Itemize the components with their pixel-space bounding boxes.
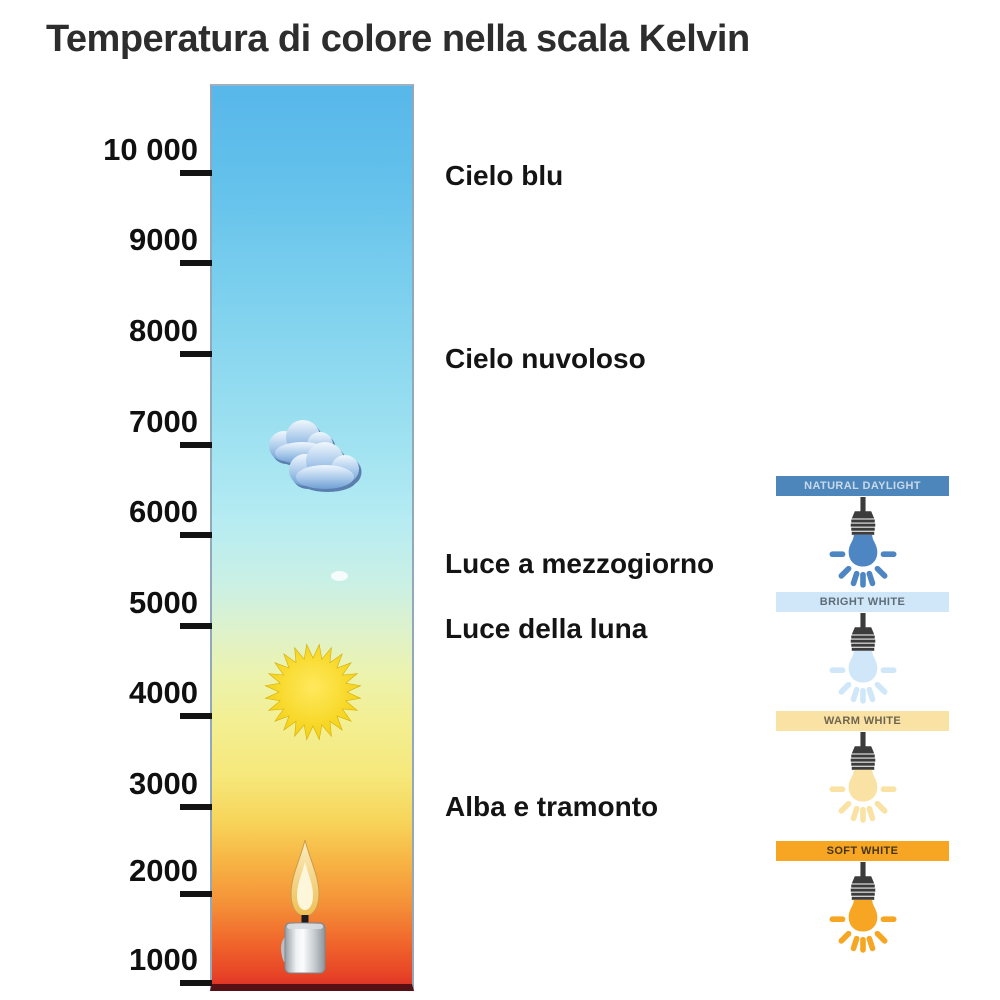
- candle-icon: [281, 839, 326, 974]
- scale-tick: [180, 170, 212, 176]
- cloud-front: [289, 442, 359, 489]
- scale-tick: [180, 260, 212, 266]
- bulb-panel-natural-daylight: NATURAL DAYLIGHT: [776, 476, 949, 589]
- page-title: Temperatura di colore nella scala Kelvin: [46, 18, 750, 60]
- scale-label-1000: 1000: [129, 942, 198, 977]
- sun-icon: [264, 643, 362, 741]
- candle-wick: [301, 915, 309, 924]
- candle-top-rim: [287, 924, 323, 929]
- scale-tick: [180, 351, 212, 357]
- bulb-rays: [829, 786, 896, 823]
- sun-star-shape: [264, 643, 362, 741]
- lightbulb-icon: [829, 497, 896, 588]
- scale-label-7000: 7000: [129, 404, 198, 439]
- lightbulb-icon: [829, 862, 896, 953]
- clouds-icon: [269, 420, 362, 492]
- scale-tick: [180, 713, 212, 719]
- kelvin-gradient-bar: [210, 84, 414, 991]
- annotation-cielo-nuvoloso: Cielo nuvoloso: [445, 343, 646, 374]
- scale-label-5000: 5000: [129, 585, 198, 620]
- panel-banner-label: WARM WHITE: [776, 711, 949, 731]
- annotation-luna: Luce della luna: [445, 613, 648, 644]
- bulb-panel-warm-white: WARM WHITE: [776, 711, 949, 824]
- candle-body: [284, 922, 326, 974]
- scale-tick: [180, 623, 212, 629]
- scale-label-4000: 4000: [129, 675, 198, 710]
- lightbulb-icon: [829, 613, 896, 704]
- bulb-rays: [829, 916, 896, 953]
- bulb-panel-soft-white: SOFT WHITE: [776, 841, 949, 954]
- panel-banner-label: NATURAL DAYLIGHT: [776, 476, 949, 496]
- moon-dot-icon: [331, 571, 348, 581]
- bulb-rays: [829, 551, 896, 588]
- annotation-cielo-blu: Cielo blu: [445, 160, 564, 191]
- flame-core: [297, 862, 313, 910]
- annotation-mezzogiorno: Luce a mezzogiorno: [445, 548, 715, 579]
- lightbulb-icon: [829, 732, 896, 823]
- panel-banner-label: SOFT WHITE: [776, 841, 949, 861]
- scale-label-2000: 2000: [129, 853, 198, 888]
- scale-label-10000: 10 000: [103, 132, 198, 167]
- scale-label-8000: 8000: [129, 313, 198, 348]
- scale-tick: [180, 980, 212, 986]
- scale-tick: [180, 891, 212, 897]
- scale-label-6000: 6000: [129, 494, 198, 529]
- panel-banner-label: BRIGHT WHITE: [776, 592, 949, 612]
- bulb-panel-bright-white: BRIGHT WHITE: [776, 592, 949, 705]
- scale-label-3000: 3000: [129, 766, 198, 801]
- scale-tick: [180, 532, 212, 538]
- scale-label-9000: 9000: [129, 222, 198, 257]
- scale-tick: [180, 442, 212, 448]
- scale-tick: [180, 804, 212, 810]
- annotation-alba: Alba e tramonto: [445, 791, 659, 822]
- bulb-rays: [829, 667, 896, 704]
